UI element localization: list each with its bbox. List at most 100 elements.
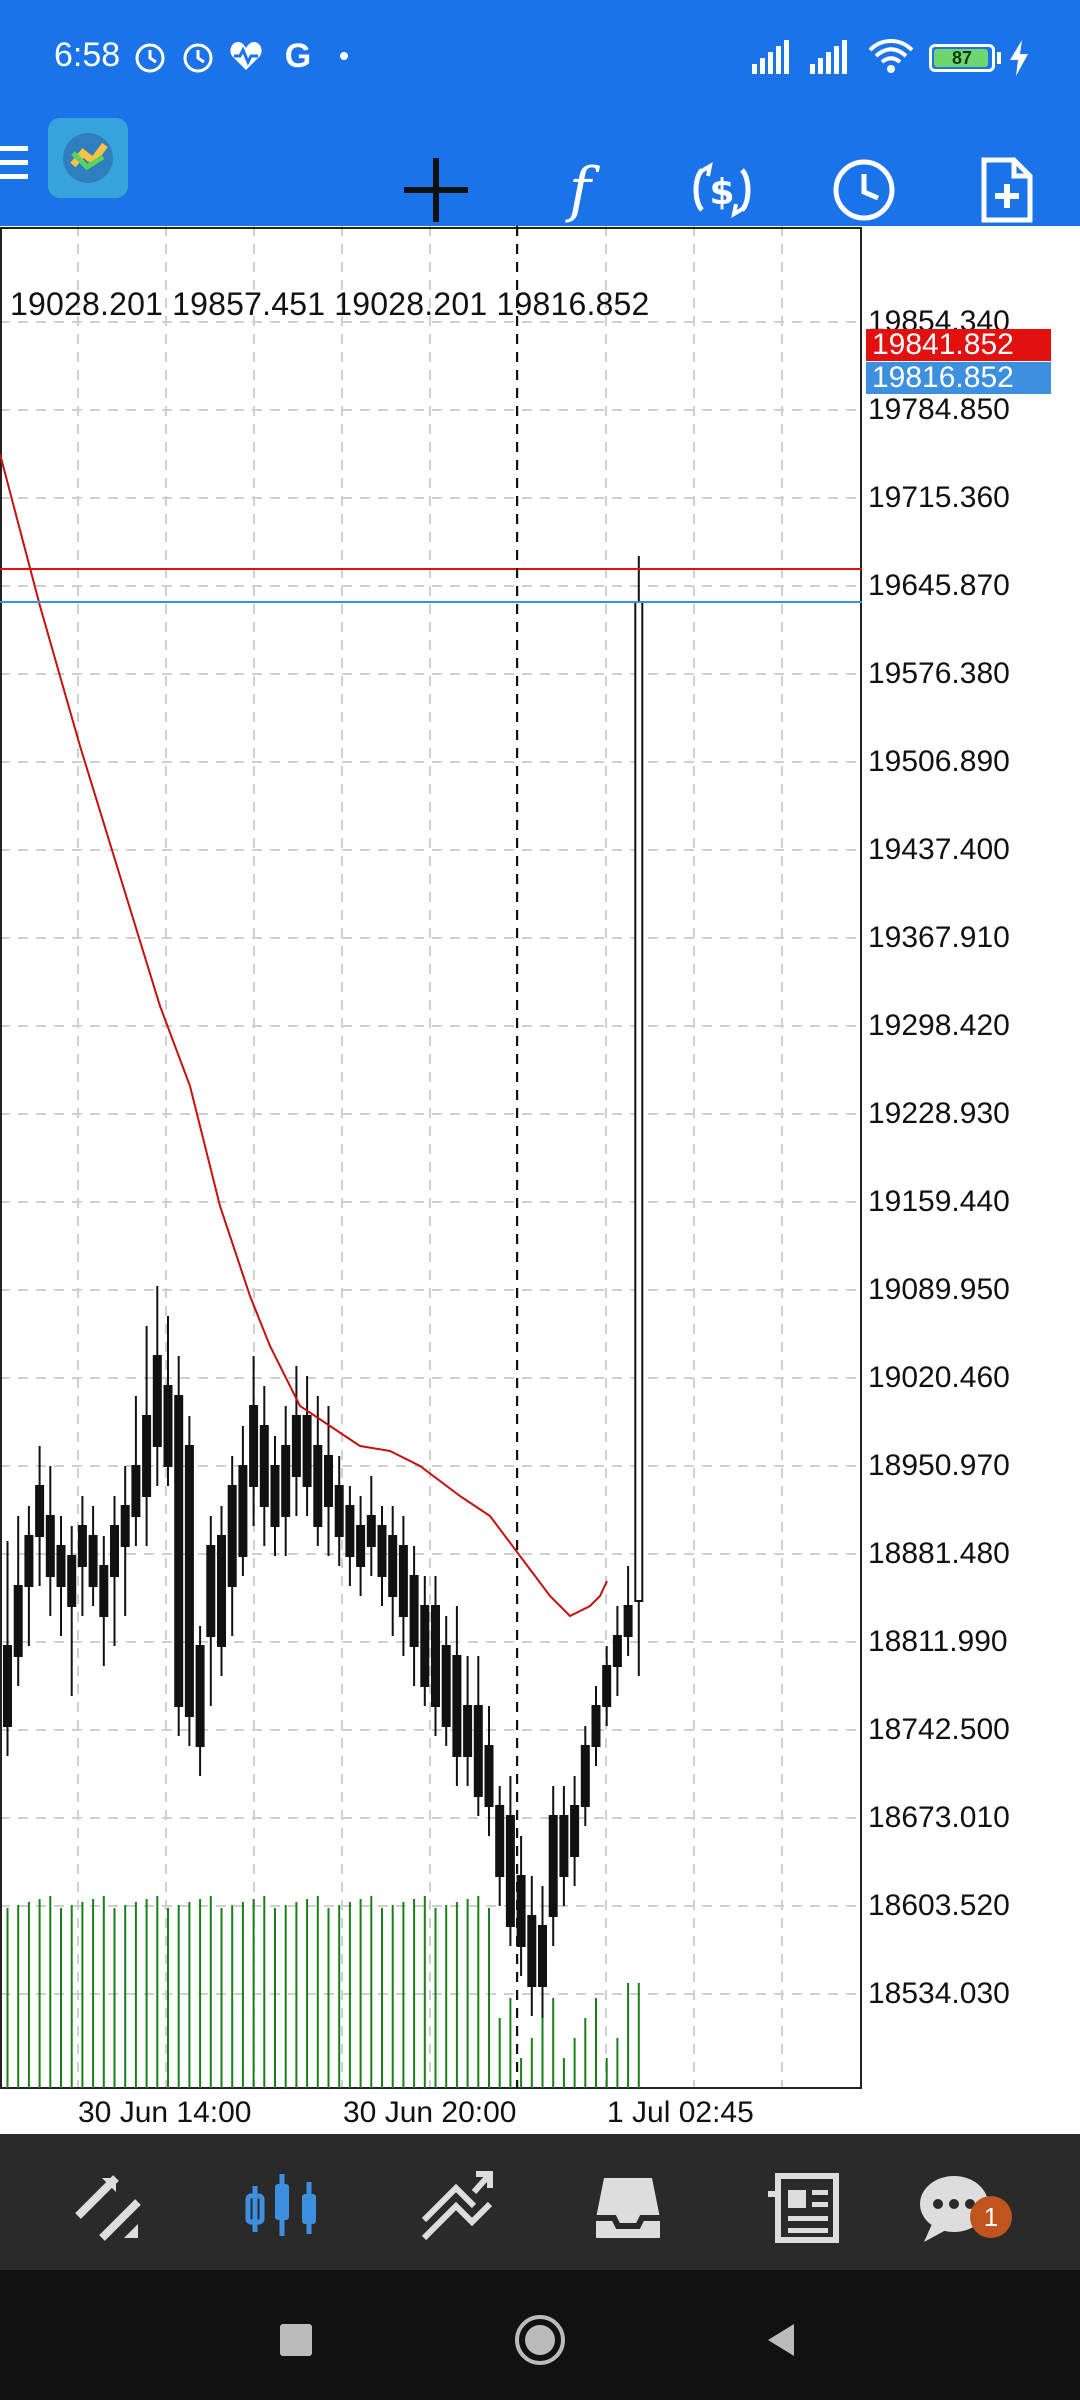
candle-body — [302, 1415, 312, 1487]
y-axis-label: 18950.970 — [868, 1449, 1010, 1482]
candle-body — [409, 1575, 419, 1647]
heart-icon — [226, 36, 266, 76]
candle-body — [120, 1505, 130, 1547]
candle-body — [131, 1465, 141, 1517]
candle-body — [238, 1465, 248, 1557]
y-axis-label: 19020.460 — [868, 1361, 1010, 1394]
y-axis-label: 19645.870 — [868, 569, 1010, 602]
chart-canvas[interactable] — [0, 226, 1080, 2134]
candle-body — [313, 1445, 323, 1527]
status-time: 6:58 — [54, 36, 121, 74]
candle-body — [249, 1405, 259, 1487]
candle-body — [345, 1505, 355, 1557]
chart-area[interactable]: 19028.201 19857.451 19028.201 19816.852 … — [0, 226, 1080, 2134]
y-axis-label: 19506.890 — [868, 745, 1010, 778]
candle-body — [324, 1455, 333, 1507]
candle-body — [516, 1875, 526, 1947]
candle-body — [559, 1815, 569, 1877]
ohlc-readout: 19028.201 19857.451 19028.201 19816.852 — [10, 286, 650, 322]
candle-body — [356, 1525, 366, 1567]
y-axis-label: 19784.850 — [868, 393, 1010, 426]
candle-body — [538, 1925, 547, 1987]
candle-body — [388, 1535, 398, 1597]
currency-icon[interactable]: $ — [682, 150, 762, 230]
candle-body — [570, 1805, 580, 1857]
bid-price-label: 19841.852 — [866, 329, 1051, 361]
candle-body — [35, 1485, 45, 1537]
candle-body — [67, 1555, 77, 1607]
candle-body — [634, 601, 644, 1602]
candle-body — [484, 1745, 494, 1807]
candle-body — [227, 1485, 237, 1587]
x-axis-label: 30 Jun 14:00 — [78, 2096, 252, 2129]
history-icon[interactable] — [588, 2168, 668, 2248]
candle-body — [548, 1815, 558, 1917]
candle-body — [334, 1485, 344, 1537]
y-axis-label: 19576.380 — [868, 657, 1010, 690]
y-axis-label: 19228.930 — [868, 1097, 1010, 1130]
news-icon[interactable] — [762, 2168, 842, 2248]
back-icon[interactable] — [740, 2300, 820, 2380]
y-axis-label: 19715.360 — [868, 481, 1010, 514]
y-axis-label: 18811.990 — [868, 1625, 1008, 1658]
candle-body — [441, 1645, 451, 1727]
y-axis-label: 19089.950 — [868, 1273, 1010, 1306]
candle-body — [195, 1645, 205, 1747]
candle-body — [420, 1605, 430, 1687]
candle-body — [623, 1605, 633, 1637]
candle-body — [527, 1915, 537, 1987]
candle-body — [3, 1645, 12, 1727]
y-axis-label: 18742.500 — [868, 1713, 1010, 1746]
toolbar — [0, 122, 1080, 226]
clock-icon — [178, 36, 218, 76]
y-axis-label: 18534.030 — [868, 1977, 1010, 2010]
candle-body — [56, 1545, 66, 1587]
trade-icon[interactable] — [416, 2168, 496, 2248]
signal-icon-2 — [806, 34, 856, 78]
new-order-icon[interactable] — [966, 150, 1046, 230]
crosshair-icon[interactable] — [396, 150, 476, 230]
battery-level: 87 — [951, 48, 973, 68]
quotes-icon[interactable] — [68, 2168, 148, 2248]
y-axis-label: 19298.420 — [868, 1009, 1010, 1042]
candle-body — [281, 1445, 291, 1517]
candle-body — [431, 1605, 440, 1707]
candle-body — [398, 1545, 408, 1617]
candle-body — [174, 1395, 184, 1707]
candle-body — [45, 1515, 55, 1577]
candle-body — [366, 1515, 376, 1547]
chart-icon[interactable] — [242, 2168, 322, 2248]
candle-body — [259, 1425, 269, 1507]
x-axis-label: 30 Jun 20:00 — [343, 2096, 517, 2129]
home-icon[interactable] — [500, 2300, 580, 2380]
candle-body — [377, 1525, 387, 1577]
candle-body — [612, 1635, 622, 1667]
moving-average-line — [0, 453, 608, 1618]
candle-body — [13, 1585, 23, 1657]
candle-body — [580, 1745, 590, 1807]
wifi-icon — [866, 34, 916, 78]
candle-body — [602, 1665, 612, 1707]
timeframe-icon[interactable] — [824, 150, 904, 230]
svg-text:$: $ — [709, 172, 734, 213]
menu-icon[interactable] — [0, 132, 36, 192]
candle-body — [217, 1535, 226, 1647]
candle-body — [110, 1525, 119, 1577]
x-axis-label: 1 Jul 02:45 — [607, 2096, 754, 2129]
recent-apps-icon[interactable] — [256, 2300, 336, 2380]
candle-body — [206, 1545, 216, 1637]
app-logo[interactable] — [48, 118, 128, 198]
y-axis-label: 19367.910 — [868, 921, 1010, 954]
candle-body — [77, 1525, 87, 1567]
candle-body — [24, 1535, 34, 1587]
chat-badge: 1 — [970, 2196, 1012, 2238]
y-axis-label: 18881.480 — [868, 1537, 1010, 1570]
status-bar: 6:58 G — [0, 0, 1080, 122]
candle-body — [452, 1655, 462, 1757]
function-icon[interactable]: f — [568, 155, 592, 225]
candle-body — [88, 1535, 98, 1587]
candle-body — [591, 1705, 601, 1747]
y-axis-label: 19437.400 — [868, 833, 1010, 866]
y-axis-label: 18603.520 — [868, 1889, 1010, 1922]
dot-icon — [334, 46, 354, 66]
